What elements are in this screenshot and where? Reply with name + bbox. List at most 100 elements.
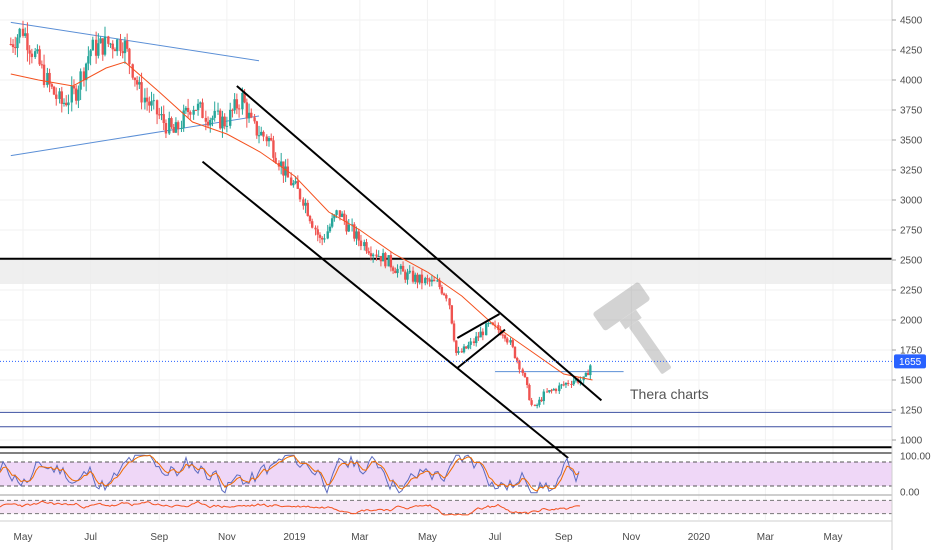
- resistance-zone-layer: [0, 258, 892, 284]
- candle-body: [194, 109, 198, 111]
- candle-body: [359, 240, 363, 247]
- candle-body: [535, 404, 539, 406]
- candle-body: [225, 125, 229, 127]
- time-axis[interactable]: May Jul Sep Nov 2019 Mar May Jul Sep Nov 2020 Mar Ma…: [0, 520, 892, 543]
- candle-body: [404, 271, 407, 280]
- horizontal-lines-layer: [0, 257, 892, 449]
- candle-body: [574, 379, 578, 381]
- candle-body: [438, 280, 441, 288]
- candle-body: [204, 117, 208, 122]
- fan-lines-layer: [10, 21, 260, 157]
- candle-body: [180, 127, 183, 130]
- candle-body: [262, 131, 265, 137]
- candle-body: [79, 71, 82, 90]
- candle-body: [418, 274, 421, 283]
- candle-body: [72, 85, 76, 89]
- stoch-band: [0, 500, 892, 514]
- candle-body: [525, 377, 529, 385]
- price-tick-label: 2000: [900, 316, 923, 327]
- candle-body: [206, 121, 210, 126]
- candles-layer: [9, 20, 592, 409]
- last-price-marker: 1655: [0, 354, 926, 369]
- candle-body: [493, 324, 497, 326]
- candle-body: [30, 53, 34, 58]
- candle-body: [82, 71, 86, 81]
- candle-body: [311, 221, 314, 228]
- candle-body: [33, 51, 37, 58]
- candle-body: [255, 121, 259, 136]
- candle-body: [60, 91, 63, 104]
- candle-body: [545, 391, 549, 393]
- candle-body: [377, 255, 380, 257]
- candle-body: [318, 234, 322, 238]
- candle-body: [363, 242, 366, 247]
- candle-body: [260, 131, 263, 136]
- candle-body: [460, 351, 463, 353]
- candle-body: [384, 253, 387, 267]
- time-tick-label: Sep: [555, 532, 573, 543]
- candle-body: [84, 63, 88, 81]
- price-tick-label: 3250: [900, 166, 923, 177]
- candle-body: [101, 38, 104, 55]
- candle-body: [586, 372, 590, 376]
- candle-body: [233, 99, 236, 111]
- candle-body: [401, 265, 405, 272]
- candle-body: [213, 110, 216, 118]
- candle-body: [506, 338, 509, 343]
- trendline-channel-lower: [201, 160, 569, 459]
- candle-body: [472, 341, 476, 344]
- candle-body: [511, 340, 514, 347]
- candle-body: [542, 391, 545, 402]
- candle-body: [396, 268, 399, 274]
- price-axis[interactable]: 4500 4250 4000 3750 3500 3250 3000 2750 2500 2250…: [892, 16, 931, 499]
- candle-body: [94, 39, 98, 56]
- candle-body: [182, 110, 185, 128]
- candle-body: [107, 36, 110, 44]
- candle-body: [560, 384, 563, 386]
- candle-body: [186, 107, 190, 113]
- candle-body: [62, 102, 66, 104]
- rsi-line: [0, 500, 581, 516]
- candle-body: [408, 270, 411, 273]
- candle-body: [552, 389, 555, 391]
- candle-body: [55, 94, 58, 99]
- candle-body: [467, 344, 470, 349]
- candle-body: [28, 50, 31, 54]
- candle-body: [333, 214, 336, 219]
- candle-body: [211, 117, 214, 120]
- price-tick-label: 1250: [900, 406, 923, 417]
- candle-body: [219, 110, 222, 129]
- candle-body: [145, 97, 149, 102]
- candle-body: [135, 80, 139, 85]
- candle-body: [375, 254, 378, 257]
- candle-body: [314, 227, 317, 230]
- time-tick-label: Mar: [351, 532, 369, 543]
- price-tick-label: 1750: [900, 346, 923, 357]
- time-tick-label: 2020: [688, 532, 711, 543]
- time-tick-label: Sep: [150, 532, 168, 543]
- candle-body: [523, 373, 527, 378]
- last-price-label: 1655: [899, 357, 922, 368]
- candle-body: [286, 166, 290, 178]
- candle-body: [199, 102, 202, 104]
- candle-body: [338, 210, 342, 217]
- candle-body: [70, 85, 73, 103]
- candle-body: [67, 102, 70, 106]
- trendline-channel-upper: [236, 85, 603, 402]
- candle-body: [140, 82, 143, 103]
- candle-body: [369, 253, 373, 257]
- time-tick-label: May: [14, 532, 33, 543]
- candle-body: [150, 101, 153, 106]
- candle-body: [533, 404, 537, 406]
- time-tick-label: 2019: [283, 532, 306, 543]
- candle-body: [501, 334, 504, 336]
- candle-body: [265, 136, 268, 142]
- candle-body: [74, 88, 78, 101]
- candle-body: [424, 278, 427, 284]
- candle-body: [21, 28, 25, 36]
- candle-body: [241, 92, 244, 110]
- candle-body: [562, 384, 565, 386]
- stoch-d-line: [0, 454, 580, 492]
- candle-body: [489, 322, 492, 324]
